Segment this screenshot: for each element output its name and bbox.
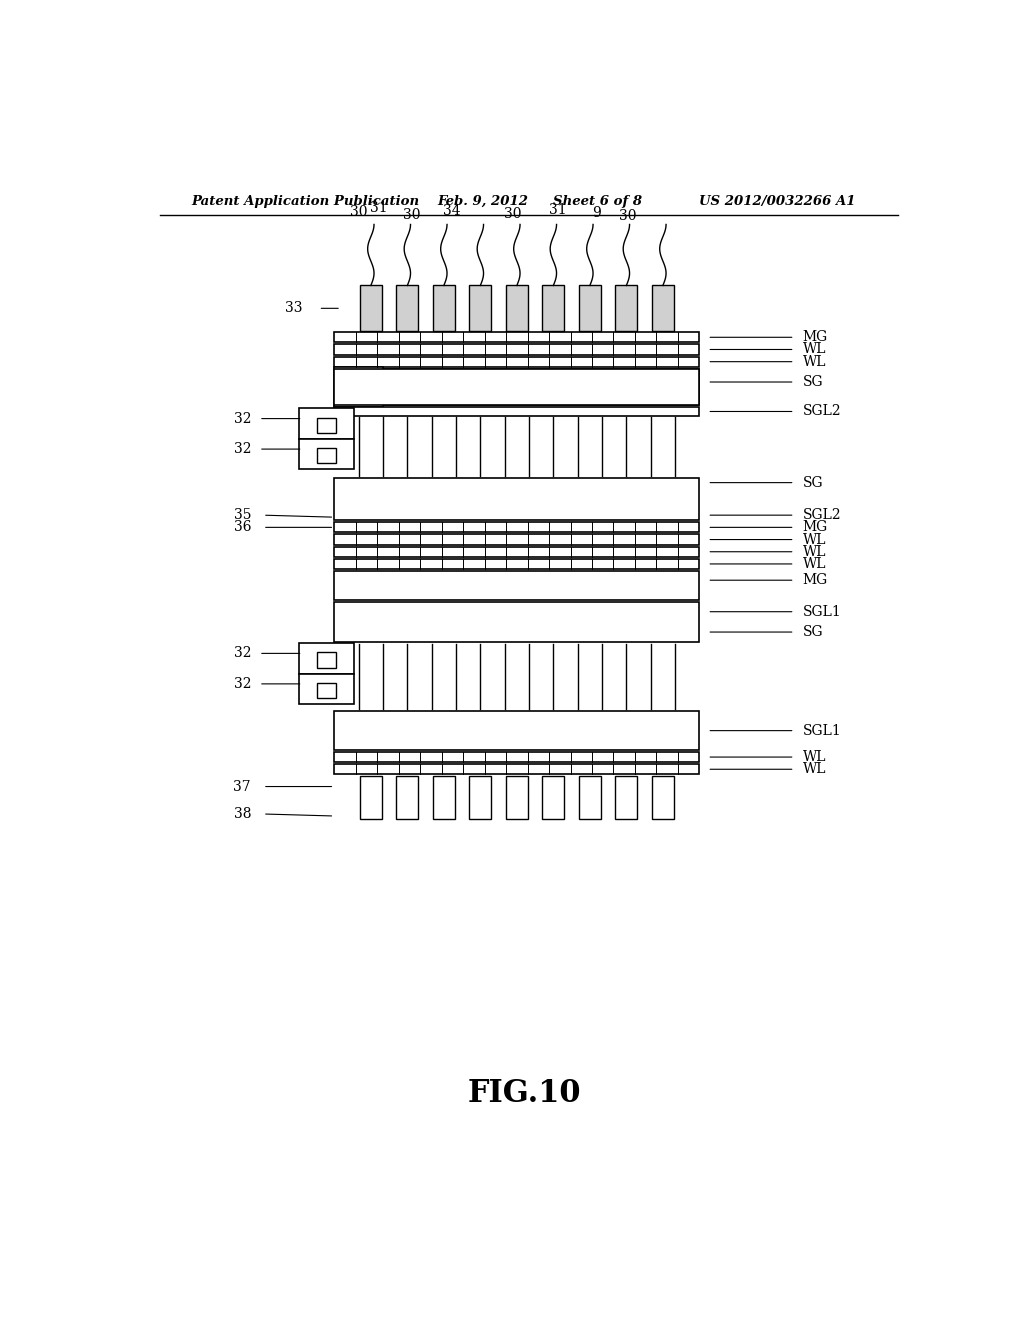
Bar [299,440,354,470]
Text: 31: 31 [370,202,388,215]
Bar [334,535,699,545]
Text: SGL1: SGL1 [803,605,842,619]
Text: 38: 38 [233,807,251,821]
Bar [433,776,455,818]
Bar [316,682,336,698]
Bar [543,776,564,818]
Bar [334,478,699,520]
Bar [651,285,674,331]
Bar [316,417,336,433]
Bar [334,345,699,355]
Bar [334,572,699,599]
Text: 37: 37 [233,780,251,793]
Bar [543,285,564,331]
Text: 36: 36 [233,520,251,535]
Text: 30: 30 [350,206,368,219]
Bar [334,523,699,532]
Text: WL: WL [803,342,826,356]
Text: MG: MG [803,573,827,587]
Bar [651,776,674,818]
Text: SGL2: SGL2 [803,404,841,418]
Text: Sheet 6 of 8: Sheet 6 of 8 [553,194,642,207]
Text: WL: WL [803,545,826,558]
Bar [469,285,492,331]
Bar [506,285,528,331]
Text: WL: WL [803,750,826,764]
Bar [334,368,699,405]
Bar [579,285,601,331]
Bar [382,368,699,405]
Text: MG: MG [803,330,827,345]
Text: WL: WL [803,355,826,368]
Bar [334,602,699,643]
Text: 35: 35 [233,508,251,523]
Bar [506,776,528,818]
Text: FIG.10: FIG.10 [468,1078,582,1109]
Text: SG: SG [803,626,823,639]
Bar [334,408,699,416]
Bar [469,776,492,818]
Text: Patent Application Publication: Patent Application Publication [191,194,420,207]
Bar [334,711,699,750]
Text: 31: 31 [549,203,566,218]
Bar [359,285,382,331]
Bar [334,752,699,762]
Bar [299,673,354,704]
Text: 30: 30 [620,210,637,223]
Bar [579,776,601,818]
Text: WL: WL [803,762,826,776]
Bar [334,367,383,408]
Bar [396,776,419,818]
Text: 32: 32 [233,647,251,660]
Bar [334,356,699,367]
Text: 30: 30 [402,209,420,223]
Bar [396,285,419,331]
Bar [433,285,455,331]
Text: US 2012/0032266 A1: US 2012/0032266 A1 [699,194,856,207]
Text: 32: 32 [233,412,251,425]
Bar [615,285,638,331]
Bar [359,776,382,818]
Text: WL: WL [803,557,826,572]
Text: MG: MG [803,520,827,535]
Text: SGL2: SGL2 [803,508,841,523]
Bar [334,558,699,569]
Bar [316,652,336,668]
Text: 33: 33 [285,301,303,315]
Text: WL: WL [803,532,826,546]
Text: 32: 32 [233,442,251,457]
Text: SGL1: SGL1 [803,723,842,738]
Text: SG: SG [803,375,823,389]
Bar [316,447,336,463]
Text: 9: 9 [592,206,601,220]
Text: 30: 30 [504,207,521,222]
Text: SG: SG [803,475,823,490]
Bar [615,776,638,818]
Bar [299,643,354,673]
Text: 34: 34 [443,205,461,218]
Bar [334,764,699,775]
Bar [334,546,699,557]
Bar [334,333,699,342]
Text: 32: 32 [233,677,251,690]
Bar [299,408,354,440]
Text: Feb. 9, 2012: Feb. 9, 2012 [437,194,528,207]
